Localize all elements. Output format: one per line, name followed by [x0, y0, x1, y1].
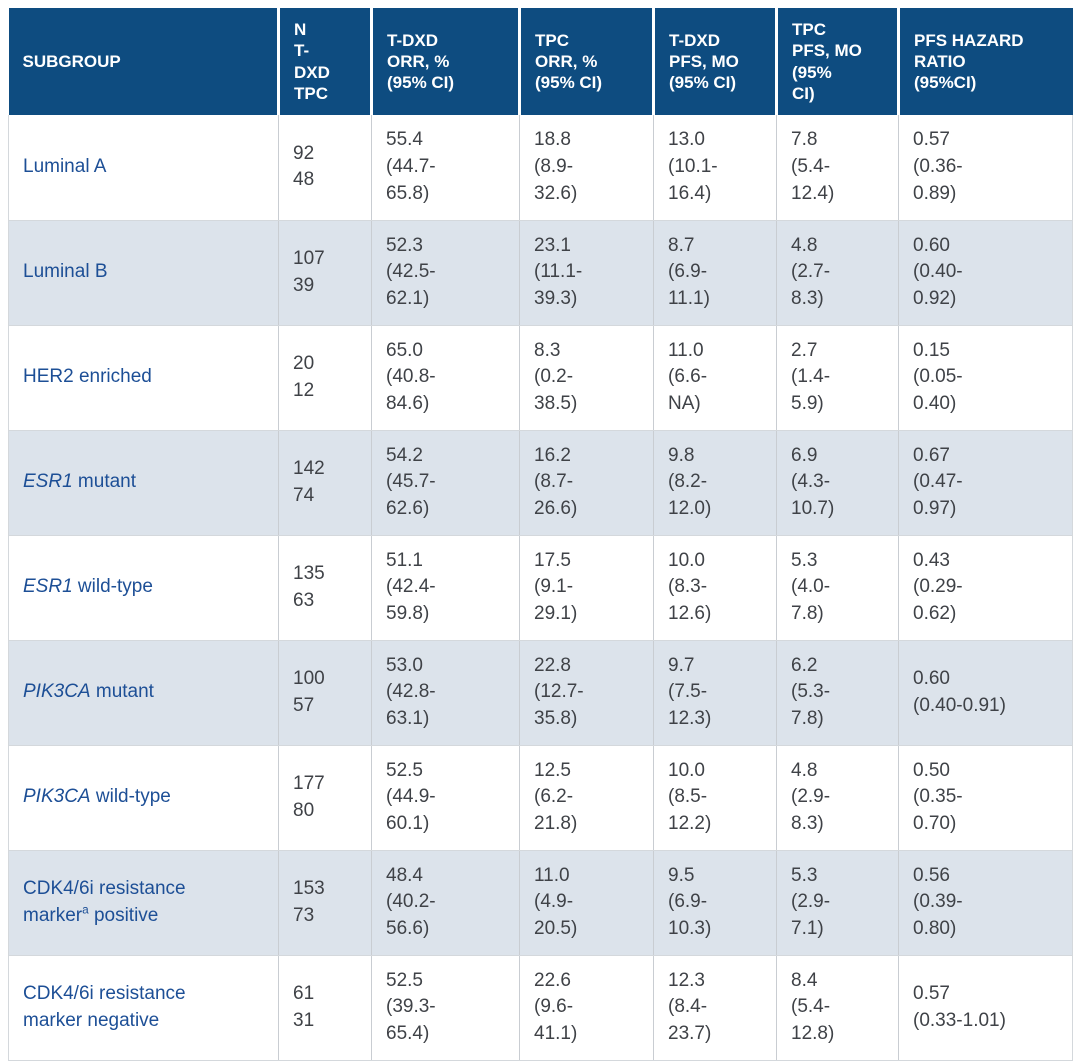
- tdxd-pfs-cell: 12.3 (8.4- 23.7): [653, 955, 777, 1061]
- table-row: HER2 enriched 20 12 65.0 (40.8- 84.6) 8.…: [8, 325, 1073, 431]
- hazard-ratio-cell: 0.67 (0.47- 0.97): [898, 430, 1073, 536]
- table-body: Luminal A 92 48 55.4 (44.7- 65.8) 18.8 (…: [8, 115, 1073, 1061]
- subgroup-analysis-table: SUBGROUP N T- DXD TPC T-DXD ORR, % (95% …: [8, 8, 1073, 1061]
- subgroup-cell: CDK4/6i resistance marker negative: [8, 955, 279, 1061]
- tdxd-orr-cell: 55.4 (44.7- 65.8): [371, 115, 520, 221]
- tdxd-pfs-cell: 11.0 (6.6- NA): [653, 325, 777, 431]
- tdxd-orr-cell: 52.3 (42.5- 62.1): [371, 220, 520, 326]
- table-row: Luminal A 92 48 55.4 (44.7- 65.8) 18.8 (…: [8, 115, 1073, 221]
- n-cell: 142 74: [278, 430, 372, 536]
- tpc-orr-cell: 23.1 (11.1- 39.3): [519, 220, 654, 326]
- tpc-orr-cell: 22.8 (12.7- 35.8): [519, 640, 654, 746]
- subgroup-cell: Luminal B: [8, 220, 279, 326]
- table-row: CDK4/6i resistance marker negative 61 31…: [8, 955, 1073, 1061]
- tdxd-pfs-cell: 8.7 (6.9- 11.1): [653, 220, 777, 326]
- subgroup-label: wild-type: [90, 786, 171, 808]
- subgroup-label-suffix: positive: [88, 904, 159, 926]
- column-header-tpc-orr: TPC ORR, % (95% CI): [519, 8, 655, 115]
- hazard-ratio-cell: 0.60 (0.40-0.91): [898, 640, 1073, 746]
- tdxd-pfs-cell: 10.0 (8.3- 12.6): [653, 535, 777, 641]
- subgroup-cell: ESR1 mutant: [8, 430, 279, 536]
- subgroup-cell: HER2 enriched: [8, 325, 279, 431]
- tdxd-pfs-cell: 9.8 (8.2- 12.0): [653, 430, 777, 536]
- subgroup-gene-name: ESR1: [23, 576, 73, 598]
- tdxd-orr-cell: 52.5 (44.9- 60.1): [371, 745, 520, 851]
- tpc-orr-cell: 17.5 (9.1- 29.1): [519, 535, 654, 641]
- n-cell: 153 73: [278, 850, 372, 956]
- tdxd-orr-cell: 65.0 (40.8- 84.6): [371, 325, 520, 431]
- tpc-pfs-cell: 6.9 (4.3- 10.7): [776, 430, 899, 536]
- table-header: SUBGROUP N T- DXD TPC T-DXD ORR, % (95% …: [8, 8, 1073, 115]
- n-cell: 107 39: [278, 220, 372, 326]
- tpc-pfs-cell: 4.8 (2.7- 8.3): [776, 220, 899, 326]
- subgroup-gene-name: PIK3CA: [23, 681, 91, 703]
- tdxd-pfs-cell: 13.0 (10.1- 16.4): [653, 115, 777, 221]
- subgroup-label: mutant: [72, 471, 137, 493]
- subgroup-footnote-marker: a: [82, 903, 89, 917]
- subgroup-label: HER2 enriched: [23, 366, 152, 388]
- subgroup-label: CDK4/6i resistance marker negative: [23, 982, 186, 1031]
- n-cell: 177 80: [278, 745, 372, 851]
- subgroup-label: Luminal B: [23, 261, 108, 283]
- hazard-ratio-cell: 0.56 (0.39- 0.80): [898, 850, 1073, 956]
- table-row: ESR1 mutant 142 74 54.2 (45.7- 62.6) 16.…: [8, 430, 1073, 536]
- table-row: CDK4/6i resistance markera positive 153 …: [8, 850, 1073, 956]
- subgroup-cell: PIK3CA mutant: [8, 640, 279, 746]
- tpc-pfs-cell: 7.8 (5.4- 12.4): [776, 115, 899, 221]
- hazard-ratio-cell: 0.50 (0.35- 0.70): [898, 745, 1073, 851]
- n-cell: 20 12: [278, 325, 372, 431]
- column-header-pfs-hazard-ratio: PFS HAZARD RATIO (95%CI): [898, 8, 1073, 115]
- table-row: Luminal B 107 39 52.3 (42.5- 62.1) 23.1 …: [8, 220, 1073, 326]
- tdxd-orr-cell: 51.1 (42.4- 59.8): [371, 535, 520, 641]
- header-row: SUBGROUP N T- DXD TPC T-DXD ORR, % (95% …: [8, 8, 1073, 115]
- subgroup-cell: CDK4/6i resistance markera positive: [8, 850, 279, 956]
- subgroup-label: wild-type: [72, 576, 153, 598]
- subgroup-label: mutant: [90, 681, 154, 703]
- column-header-n: N T- DXD TPC: [278, 8, 373, 115]
- tdxd-pfs-cell: 9.5 (6.9- 10.3): [653, 850, 777, 956]
- tpc-orr-cell: 11.0 (4.9- 20.5): [519, 850, 654, 956]
- column-header-tpc-pfs: TPC PFS, MO (95% CI): [776, 8, 900, 115]
- tpc-pfs-cell: 5.3 (2.9- 7.1): [776, 850, 899, 956]
- hazard-ratio-cell: 0.60 (0.40- 0.92): [898, 220, 1073, 326]
- subgroup-gene-name: PIK3CA: [23, 786, 91, 808]
- tdxd-orr-cell: 54.2 (45.7- 62.6): [371, 430, 520, 536]
- subgroup-gene-name: ESR1: [23, 471, 73, 493]
- tpc-orr-cell: 18.8 (8.9- 32.6): [519, 115, 654, 221]
- tpc-pfs-cell: 6.2 (5.3- 7.8): [776, 640, 899, 746]
- subgroup-cell: PIK3CA wild-type: [8, 745, 279, 851]
- tdxd-orr-cell: 48.4 (40.2- 56.6): [371, 850, 520, 956]
- tpc-orr-cell: 22.6 (9.6- 41.1): [519, 955, 654, 1061]
- n-cell: 100 57: [278, 640, 372, 746]
- table-row: PIK3CA wild-type 177 80 52.5 (44.9- 60.1…: [8, 745, 1073, 851]
- tpc-orr-cell: 12.5 (6.2- 21.8): [519, 745, 654, 851]
- column-header-tdxd-pfs: T-DXD PFS, MO (95% CI): [653, 8, 778, 115]
- table-row: PIK3CA mutant 100 57 53.0 (42.8- 63.1) 2…: [8, 640, 1073, 746]
- tpc-orr-cell: 16.2 (8.7- 26.6): [519, 430, 654, 536]
- column-header-subgroup: SUBGROUP: [8, 8, 280, 115]
- hazard-ratio-cell: 0.57 (0.33-1.01): [898, 955, 1073, 1061]
- subgroup-cell: ESR1 wild-type: [8, 535, 279, 641]
- subgroup-label: Luminal A: [23, 155, 107, 177]
- tpc-pfs-cell: 8.4 (5.4- 12.8): [776, 955, 899, 1061]
- tpc-pfs-cell: 5.3 (4.0- 7.8): [776, 535, 899, 641]
- tdxd-pfs-cell: 9.7 (7.5- 12.3): [653, 640, 777, 746]
- tpc-pfs-cell: 2.7 (1.4- 5.9): [776, 325, 899, 431]
- hazard-ratio-cell: 0.43 (0.29- 0.62): [898, 535, 1073, 641]
- n-cell: 135 63: [278, 535, 372, 641]
- n-cell: 92 48: [278, 115, 372, 221]
- tdxd-orr-cell: 53.0 (42.8- 63.1): [371, 640, 520, 746]
- tpc-orr-cell: 8.3 (0.2- 38.5): [519, 325, 654, 431]
- hazard-ratio-cell: 0.57 (0.36- 0.89): [898, 115, 1073, 221]
- n-cell: 61 31: [278, 955, 372, 1061]
- hazard-ratio-cell: 0.15 (0.05- 0.40): [898, 325, 1073, 431]
- subgroup-cell: Luminal A: [8, 115, 279, 221]
- column-header-tdxd-orr: T-DXD ORR, % (95% CI): [371, 8, 521, 115]
- tdxd-pfs-cell: 10.0 (8.5- 12.2): [653, 745, 777, 851]
- tpc-pfs-cell: 4.8 (2.9- 8.3): [776, 745, 899, 851]
- tdxd-orr-cell: 52.5 (39.3- 65.4): [371, 955, 520, 1061]
- table-row: ESR1 wild-type 135 63 51.1 (42.4- 59.8) …: [8, 535, 1073, 641]
- subgroup-label: CDK4/6i resistance marker: [23, 877, 186, 926]
